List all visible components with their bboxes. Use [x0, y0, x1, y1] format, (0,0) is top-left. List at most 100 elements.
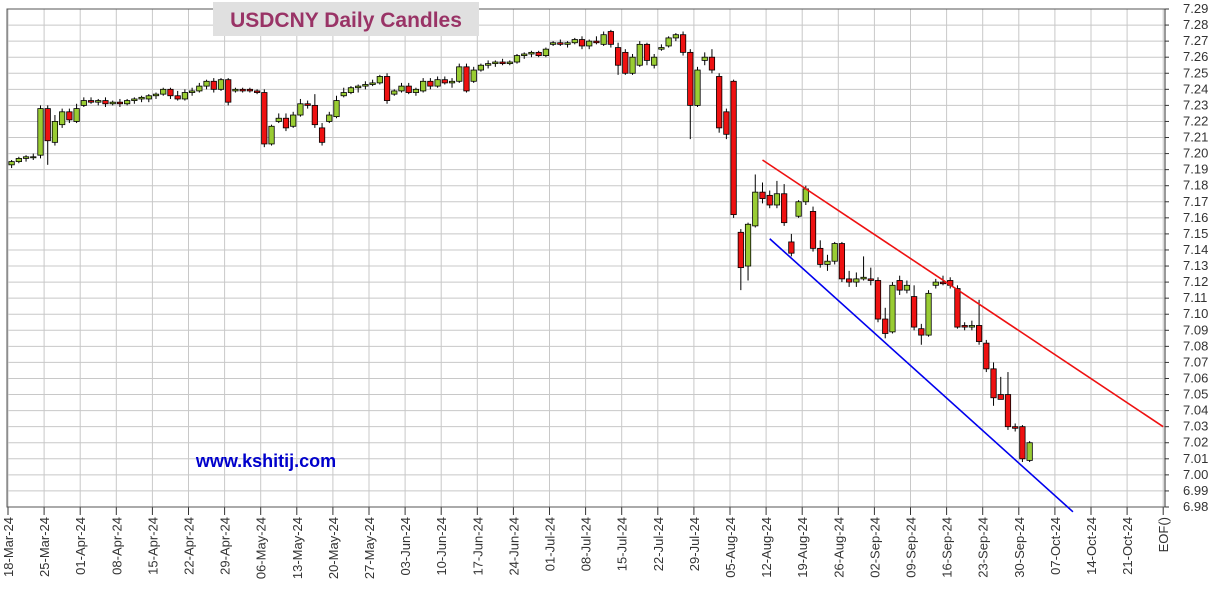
candle-body-down	[593, 40, 600, 44]
candle-body-down	[622, 51, 629, 74]
candle-body-down	[990, 368, 997, 399]
candle-body-down	[174, 95, 181, 100]
candle-body-down	[87, 100, 95, 103]
candle-body-up	[73, 108, 80, 122]
candle-body-up	[506, 61, 513, 65]
candle-body-down	[427, 80, 434, 87]
y-tick-label: 7.29	[1183, 1, 1208, 16]
candle-body-down	[318, 127, 326, 143]
candle-body-down	[311, 104, 318, 126]
candle-body-up	[347, 87, 355, 93]
y-tick-label: 7.25	[1183, 65, 1208, 80]
candle-body-down	[1004, 394, 1012, 428]
candle-body-down	[716, 76, 723, 129]
candle-body-up	[95, 100, 102, 103]
candle-body-up	[968, 325, 975, 328]
x-tick-label: 15-Jul-24	[615, 517, 630, 571]
candle-body-down	[788, 241, 795, 254]
x-tick-label: 12-Aug-24	[759, 517, 774, 578]
y-tick-label: 7.24	[1183, 81, 1208, 96]
candle-body-up	[831, 243, 838, 262]
y-tick-label: 7.11	[1183, 290, 1207, 305]
x-tick-label: 09-Sep-24	[904, 517, 919, 578]
candle-body-up	[326, 114, 333, 122]
candle-body-down	[607, 31, 614, 45]
y-tick-label: 7.09	[1183, 322, 1208, 337]
candle-body-up	[138, 96, 145, 100]
candle-body-up	[196, 85, 203, 92]
watermark: www.kshitij.com	[195, 451, 336, 471]
y-tick-label: 7.17	[1183, 194, 1208, 209]
candle-body-up	[59, 111, 66, 126]
candle-body-down	[687, 51, 694, 106]
x-tick-label: 01-Apr-24	[73, 517, 88, 575]
candle-body-down	[975, 325, 983, 342]
y-tick-label: 7.13	[1183, 258, 1208, 273]
gridlines	[7, 8, 1165, 508]
x-tick-label: 13-May-24	[290, 517, 305, 579]
candle-body-up	[744, 223, 752, 267]
y-tick-label: 7.06	[1183, 370, 1208, 385]
x-tick-label: 27-May-24	[362, 517, 377, 579]
y-tick-label: 7.03	[1183, 419, 1208, 434]
candle-body-up	[528, 51, 535, 55]
candle-body-up	[189, 90, 196, 93]
title-background	[213, 2, 479, 36]
candle-body-up	[203, 80, 210, 87]
x-tick-label: 23-Sep-24	[976, 517, 991, 578]
candle-body-up	[152, 93, 160, 97]
candle-body-down	[846, 278, 853, 283]
axes: 6.986.997.007.017.027.037.047.05 7.067.07…	[1, 1, 1208, 579]
candle-body-down	[874, 280, 882, 320]
y-tick-label: 7.05	[1183, 387, 1208, 402]
candle-body-up	[701, 56, 708, 61]
x-tick-label: 29-Jul-24	[687, 517, 702, 571]
candle-body-down	[282, 117, 290, 129]
candle-body-up	[665, 37, 672, 47]
candle-body-up	[860, 276, 867, 280]
y-tick-label: 7.21	[1183, 130, 1208, 145]
candle-body-down	[983, 342, 990, 370]
candle-body-up	[355, 85, 362, 89]
candle-body-up	[795, 201, 802, 217]
y-tick-label: 7.26	[1183, 49, 1208, 64]
x-tick-label: 05-Aug-24	[723, 517, 738, 578]
candle-body-down	[535, 51, 542, 56]
candle-body-down	[867, 278, 874, 281]
candle-body-up	[564, 42, 571, 45]
candle-body-up	[145, 95, 152, 100]
candle-body-up	[824, 260, 831, 265]
candle-body-up	[694, 69, 701, 106]
y-tick-label: 7.07	[1183, 354, 1208, 369]
y-tick-label: 7.14	[1183, 242, 1208, 257]
x-tick-label: 17-Jun-24	[470, 517, 485, 576]
candle-body-down	[911, 296, 918, 328]
candle-body-down	[116, 101, 124, 105]
candle-body-down	[167, 88, 174, 97]
candle-body-up	[275, 117, 282, 122]
candle-body-down	[730, 80, 737, 216]
y-tick-label: 7.01	[1183, 451, 1208, 466]
candle-body-up	[232, 88, 239, 92]
candle-body-down	[261, 92, 268, 145]
y-tick-label: 7.04	[1183, 403, 1208, 418]
x-tick-label: 24-Jun-24	[506, 517, 521, 576]
y-tick-label: 7.27	[1183, 33, 1208, 48]
candle-body-down	[882, 318, 889, 334]
candle-body-up	[571, 39, 578, 44]
candle-body-up	[160, 88, 167, 95]
candle-body-up	[340, 92, 347, 97]
candle-body-down	[44, 108, 51, 142]
y-tick-label: 7.12	[1183, 274, 1208, 289]
candle-body-up	[109, 101, 116, 105]
candle-body-up	[333, 100, 340, 118]
candle-body-up	[658, 47, 665, 50]
x-tick-label: 07-Oct-24	[1048, 517, 1063, 575]
candle-body-up	[521, 53, 528, 56]
candle-body-down	[102, 100, 109, 105]
candle-body-up	[8, 161, 15, 166]
y-tick-label: 6.99	[1183, 483, 1208, 498]
candle-body-down	[1012, 426, 1019, 429]
y-tick-label: 7.22	[1183, 113, 1208, 128]
